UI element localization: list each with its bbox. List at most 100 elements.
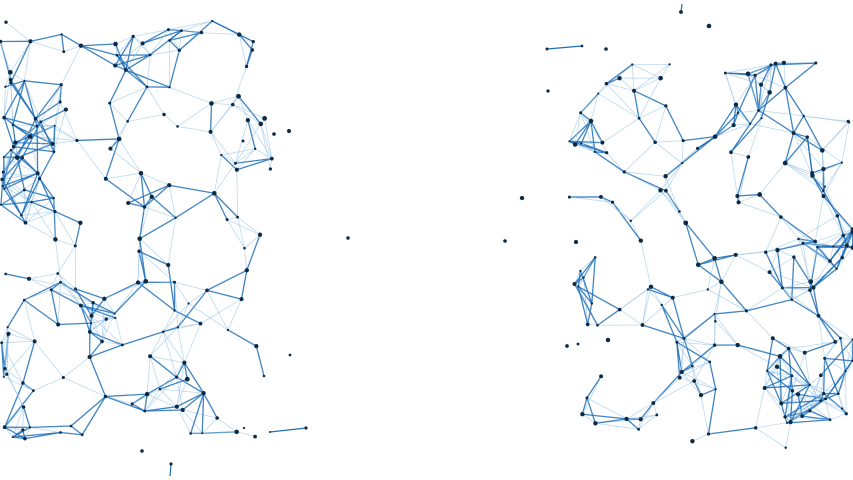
network-edge bbox=[837, 393, 847, 414]
network-node bbox=[211, 19, 214, 23]
network-edge bbox=[240, 270, 248, 300]
network-edge bbox=[63, 377, 106, 397]
network-edge bbox=[772, 337, 789, 350]
network-edge bbox=[125, 69, 148, 88]
network-node bbox=[2, 425, 7, 430]
network-edge bbox=[182, 392, 205, 411]
network-edge bbox=[188, 290, 208, 304]
network-node bbox=[785, 421, 789, 425]
network-edge bbox=[236, 158, 273, 171]
network-edge bbox=[611, 201, 642, 242]
network-edge bbox=[655, 140, 684, 143]
network-node bbox=[572, 281, 577, 287]
network-edge bbox=[750, 123, 794, 134]
network-edge bbox=[783, 62, 786, 88]
network-edge bbox=[122, 331, 164, 346]
network-edge bbox=[577, 285, 620, 311]
network-node bbox=[786, 346, 791, 351]
network-edge bbox=[737, 344, 781, 358]
network-edge bbox=[836, 247, 853, 270]
network-node bbox=[658, 75, 663, 81]
network-edge bbox=[140, 172, 170, 186]
network-node bbox=[823, 356, 827, 360]
network-edge bbox=[574, 120, 592, 145]
network-edge bbox=[845, 371, 847, 414]
network-node bbox=[579, 269, 582, 273]
network-node bbox=[808, 409, 812, 413]
network-node bbox=[59, 83, 63, 87]
network-node bbox=[78, 43, 84, 48]
network-edge bbox=[127, 184, 170, 204]
network-edge bbox=[638, 105, 667, 119]
network-edge bbox=[791, 352, 806, 392]
network-node bbox=[120, 343, 124, 347]
network-edge bbox=[20, 172, 39, 216]
network-edge bbox=[806, 136, 814, 176]
network-edge bbox=[177, 126, 211, 133]
network-node bbox=[573, 239, 579, 245]
network-edge bbox=[736, 156, 749, 197]
network-node bbox=[836, 392, 840, 396]
network-edge bbox=[647, 288, 673, 299]
network-node bbox=[624, 416, 629, 422]
network-node bbox=[545, 47, 549, 51]
network-node bbox=[187, 302, 190, 305]
network-node bbox=[800, 414, 805, 419]
network-node bbox=[773, 61, 778, 66]
network-edge bbox=[174, 282, 189, 304]
network-edge bbox=[737, 193, 760, 197]
network-edge bbox=[57, 282, 61, 325]
network-edge bbox=[580, 112, 603, 143]
network-edge bbox=[724, 72, 739, 114]
network-edge bbox=[586, 375, 602, 399]
network-edge bbox=[590, 120, 603, 143]
network-node bbox=[173, 280, 177, 284]
network-node bbox=[835, 267, 838, 270]
network-edge bbox=[2, 171, 22, 216]
network-edge bbox=[235, 157, 272, 164]
network-edge bbox=[580, 112, 596, 153]
network-node bbox=[585, 322, 590, 327]
network-edge bbox=[149, 30, 182, 56]
network-node bbox=[50, 141, 55, 146]
network-edge bbox=[829, 246, 834, 262]
network-edge bbox=[24, 80, 62, 86]
network-edge bbox=[226, 219, 245, 249]
network-node bbox=[4, 272, 7, 276]
network-edge bbox=[759, 162, 786, 195]
network-edge bbox=[59, 101, 78, 141]
network-edge bbox=[788, 341, 836, 349]
network-node bbox=[850, 227, 853, 232]
network-edge bbox=[105, 172, 142, 180]
network-node bbox=[236, 93, 241, 99]
network-edge bbox=[109, 102, 120, 140]
network-edge bbox=[642, 286, 652, 326]
network-node bbox=[840, 407, 844, 410]
network-edge bbox=[31, 197, 54, 203]
network-node bbox=[735, 194, 740, 198]
network-edge bbox=[216, 417, 237, 433]
network-node bbox=[797, 237, 800, 241]
network-edge bbox=[780, 216, 799, 240]
network-edge bbox=[638, 77, 661, 119]
network-node bbox=[731, 123, 736, 128]
network-edge bbox=[789, 384, 811, 423]
network-edge bbox=[817, 244, 847, 248]
network-edge bbox=[676, 341, 693, 367]
network-node bbox=[638, 417, 643, 422]
network-edge bbox=[29, 425, 72, 429]
network-node bbox=[140, 41, 145, 46]
network-edge bbox=[672, 289, 708, 299]
network-edge bbox=[661, 304, 685, 339]
network-edge bbox=[708, 427, 756, 435]
network-node bbox=[52, 196, 55, 200]
network-node bbox=[844, 243, 849, 248]
network-edge bbox=[34, 341, 64, 378]
network-node bbox=[760, 117, 763, 120]
network-edge bbox=[809, 384, 822, 401]
network-edge bbox=[5, 72, 11, 87]
network-edge bbox=[63, 356, 90, 378]
network-edge bbox=[51, 289, 94, 304]
network-node bbox=[108, 101, 112, 105]
network-node bbox=[593, 256, 597, 259]
